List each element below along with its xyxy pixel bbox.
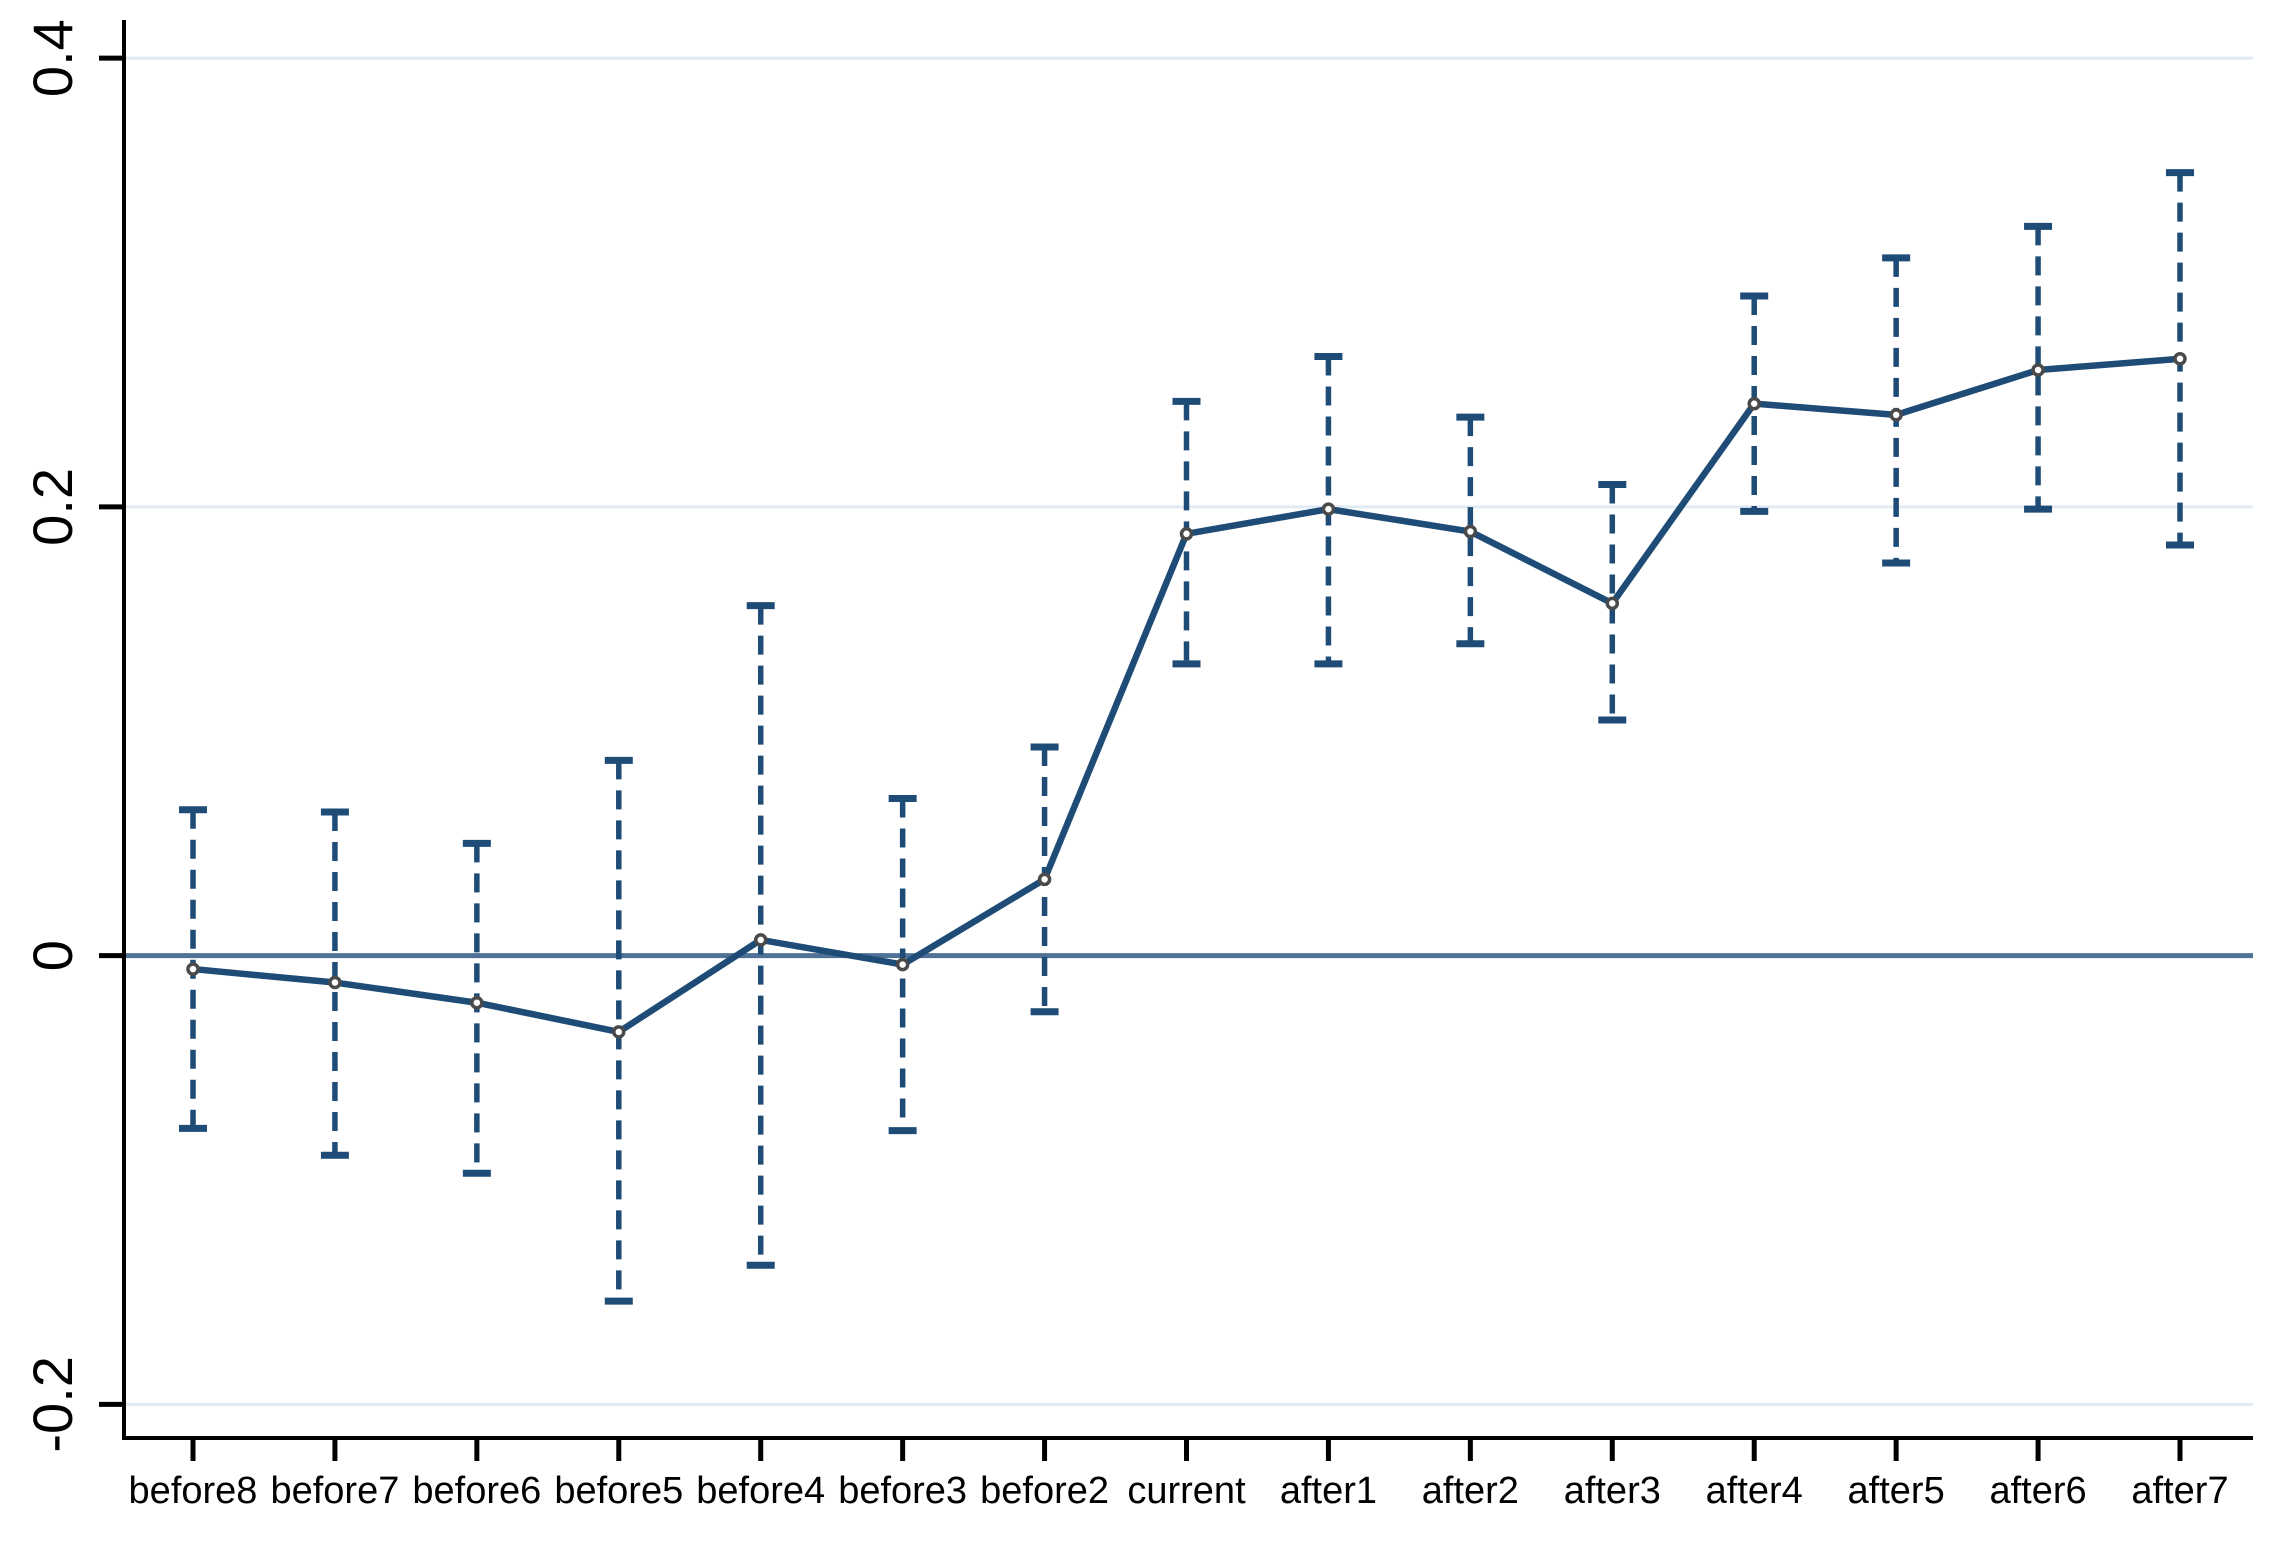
x-tick-label: after2: [1422, 1470, 1519, 1512]
x-tick-label: after7: [2131, 1470, 2228, 1512]
y-tick-label: -0.2: [21, 1356, 84, 1453]
x-tick-label: after6: [1989, 1470, 2086, 1512]
series-line: [189, 355, 2184, 1036]
data-point-marker: [1889, 408, 1903, 422]
data-point-marker: [1463, 524, 1478, 539]
x-tick-label: before3: [838, 1470, 967, 1512]
y-tick-label: 0.2: [21, 468, 84, 546]
x-tick-label: before7: [270, 1470, 399, 1512]
x-tick-label: before8: [129, 1470, 258, 1512]
data-point-marker: [895, 957, 910, 972]
data-point-marker: [612, 1025, 626, 1039]
y-tick-label: 0: [21, 940, 84, 971]
data-point-marker: [1747, 396, 1761, 411]
x-tick-label: current: [1127, 1470, 1246, 1512]
x-tick-label: before4: [696, 1470, 825, 1512]
data-point-marker: [328, 975, 342, 990]
data-point-marker: [1179, 527, 1194, 541]
data-point-marker: [1037, 872, 1052, 887]
data-point-marker: [2173, 352, 2187, 366]
x-tick-label: after4: [1706, 1470, 1803, 1512]
x-tick-label: after1: [1280, 1470, 1377, 1512]
x-tick-label: before5: [554, 1470, 683, 1512]
data-point-marker: [1605, 596, 1620, 611]
x-tick-label: after5: [1848, 1470, 1945, 1512]
x-tick-label: after3: [1564, 1470, 1661, 1512]
data-point-marker: [753, 933, 768, 947]
y-tick-label: 0.4: [21, 19, 84, 97]
data-point-marker: [2031, 363, 2045, 377]
x-tick-label: before6: [412, 1470, 541, 1512]
data-point-marker: [1321, 502, 1336, 516]
x-tick-label: before2: [980, 1470, 1109, 1512]
data-point-marker: [470, 995, 484, 1010]
data-point-marker: [186, 962, 200, 976]
